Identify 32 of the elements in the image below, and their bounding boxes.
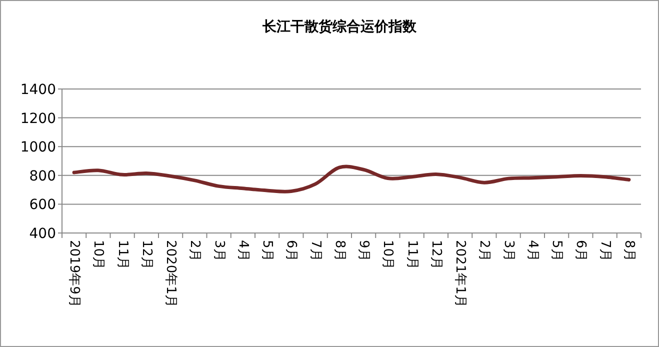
- x-tick-label: 7月: [308, 240, 323, 262]
- y-tick-label: 1200: [20, 110, 56, 127]
- x-tick-label: 12月: [428, 240, 444, 270]
- x-tick-label: 10月: [380, 240, 396, 270]
- x-tick-label: 12月: [138, 240, 154, 270]
- y-tick-label: 800: [29, 168, 56, 184]
- x-tick-label: 8月: [621, 240, 636, 262]
- x-tick-label: 11月: [114, 240, 130, 270]
- y-tick-label: 1000: [20, 140, 56, 156]
- x-tick-label: 2020年1月: [163, 240, 178, 308]
- x-tick-label: 7月: [597, 240, 612, 262]
- x-tick-label: 5月: [549, 240, 564, 262]
- x-tick-label: 3月: [211, 240, 226, 262]
- x-tick-label: 6月: [284, 240, 299, 262]
- line-series: [72, 164, 631, 194]
- y-tick-label: 400: [29, 226, 56, 242]
- x-tick-label: 2021年1月: [452, 240, 468, 308]
- x-tick-label: 5月: [260, 240, 275, 262]
- x-tick-label: 10月: [90, 240, 106, 270]
- x-tick-label: 4月: [524, 240, 540, 262]
- x-tick-label: 11月: [404, 240, 420, 270]
- x-tick-label: 2月: [187, 240, 202, 262]
- x-tick-label: 9月: [356, 240, 372, 262]
- x-tick-label: 2019年9月: [66, 240, 82, 308]
- x-tick-label: 2月: [476, 240, 492, 262]
- y-tick-label: 600: [29, 197, 56, 214]
- x-tick-label: 3月: [500, 240, 516, 262]
- y-tick-label: 1400: [20, 82, 56, 98]
- x-tick-label: 6月: [573, 240, 588, 262]
- x-tick-label: 4月: [235, 240, 250, 262]
- x-tick-label: 8月: [332, 240, 347, 262]
- chart-title: 长江干散货综合运价指数: [262, 18, 418, 35]
